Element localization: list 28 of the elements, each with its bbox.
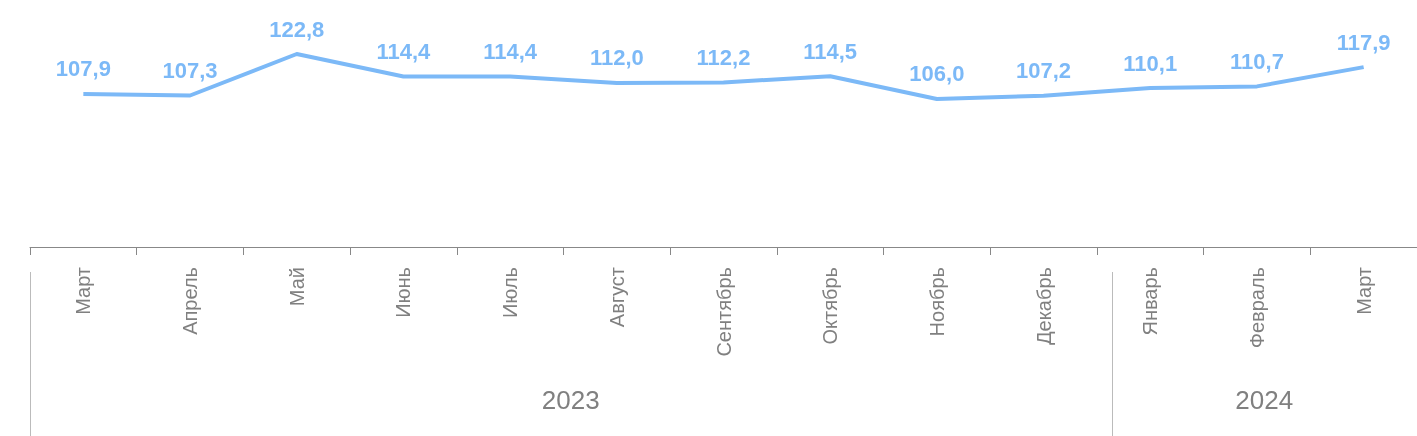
data-label: 110,1	[1123, 50, 1178, 76]
x-tick-label: Январь	[1139, 267, 1162, 336]
x-tick-label: Май	[285, 267, 308, 307]
x-tick-label: Декабрь	[1032, 267, 1055, 345]
x-tick-label: Февраль	[1245, 267, 1268, 349]
data-label: 114,4	[483, 38, 538, 64]
x-tick-label: Март	[72, 267, 95, 315]
data-label: 107,3	[162, 58, 218, 84]
x-tick-label: Ноябрь	[925, 267, 948, 337]
data-label: 107,9	[55, 56, 111, 82]
data-label: 106,0	[909, 61, 965, 87]
data-label: 122,8	[269, 16, 325, 42]
x-tick-label: Сентябрь	[712, 267, 735, 357]
x-tick-label: Июль	[499, 267, 522, 319]
x-tick-label: Август	[605, 267, 628, 328]
data-label: 110,7	[1230, 48, 1284, 74]
data-label: 117,9	[1336, 29, 1391, 55]
x-tick-label: Апрель	[179, 267, 202, 335]
text: 2023	[540, 385, 601, 416]
data-label: 112,2	[696, 44, 751, 70]
x-tick-label: Октябрь	[819, 267, 842, 345]
x-tick-label: Июнь	[392, 267, 415, 318]
data-label: 112,0	[589, 45, 644, 71]
data-label: 114,4	[376, 38, 432, 64]
text: 2024	[1234, 385, 1295, 416]
data-label: 114,5	[803, 38, 858, 64]
data-label: 107,2	[1016, 58, 1072, 84]
x-tick-label: Март	[1352, 267, 1375, 315]
